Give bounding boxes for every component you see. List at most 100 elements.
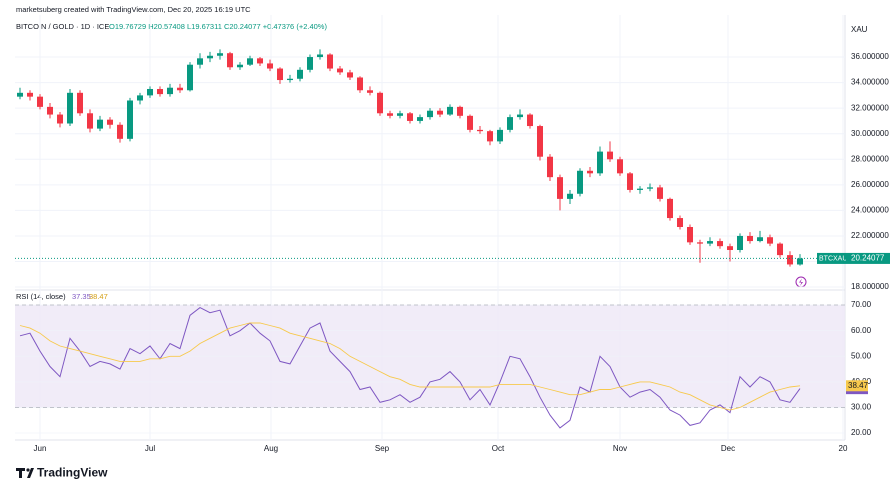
candle-body — [697, 242, 703, 244]
candle-body — [67, 92, 73, 124]
candle-body — [667, 198, 673, 219]
candle-body — [257, 58, 263, 64]
icon-bolt — [799, 278, 803, 286]
candle-body — [87, 113, 93, 129]
candles — [17, 49, 803, 267]
symbol-tag: BTCXAU — [819, 255, 847, 262]
brand-name: TradingView — [37, 466, 108, 480]
x-tick-label: Aug — [264, 444, 278, 453]
candle-body — [547, 156, 553, 178]
last-price-label: 20.24077 — [851, 254, 885, 263]
candle-body — [287, 78, 293, 81]
candle-body — [767, 237, 773, 244]
candle-body — [357, 77, 363, 91]
x-tick-label: Jul — [145, 444, 155, 453]
candle-body — [447, 106, 453, 115]
candle-body — [137, 95, 143, 101]
candle-body — [397, 113, 403, 116]
logo-mark — [16, 468, 34, 478]
candle-body — [77, 92, 83, 114]
candle-body — [637, 188, 643, 190]
candle-body — [457, 106, 463, 116]
candle-body — [787, 255, 793, 265]
candle-body — [657, 187, 663, 199]
rsi-title: RSI (14, close) — [16, 292, 66, 301]
candle-body — [747, 235, 753, 242]
candle-body — [297, 69, 303, 79]
ohlc-values: O19.76729 H20.57408 L19.67311 C20.24077 … — [109, 22, 327, 31]
y-tick-label: 18.000000 — [851, 282, 889, 291]
candle-body — [267, 63, 273, 69]
candle-body — [427, 110, 433, 118]
candle-body — [467, 115, 473, 130]
y-tick-label: 50.00 — [851, 351, 872, 360]
candle-body — [177, 87, 183, 91]
candle-body — [477, 129, 483, 132]
y-tick-label: 36.000000 — [851, 52, 889, 61]
y-tick-label: 28.000000 — [851, 154, 889, 163]
candle-body — [727, 246, 733, 251]
candle-body — [627, 173, 633, 190]
candle-body — [377, 92, 383, 114]
candle-body — [277, 68, 283, 81]
candle-body — [557, 177, 563, 199]
candle-body — [737, 235, 743, 251]
candle-body — [127, 100, 133, 139]
candle-body — [417, 117, 423, 121]
candle-body — [607, 151, 613, 160]
candle-body — [187, 64, 193, 91]
candle-body — [797, 258, 803, 265]
candle-body — [167, 87, 173, 95]
y-tick-label: 70.00 — [851, 300, 872, 309]
candle-body — [337, 68, 343, 73]
x-tick-label: Jun — [34, 444, 47, 453]
candle-body — [307, 57, 313, 70]
last-price-bg — [846, 252, 890, 264]
candle-body — [647, 187, 653, 189]
x-tick-label: Nov — [613, 444, 627, 453]
rsi-value: 37.35 — [72, 292, 91, 301]
candle-body — [147, 88, 153, 96]
candle-body — [587, 170, 593, 174]
candle-body — [157, 88, 163, 95]
rsi-ma-value: 38.47 — [89, 292, 108, 301]
symbol-title: BITCOIN / GOLD · 1D · ICE — [16, 22, 109, 31]
y-tick-label: 26.000000 — [851, 180, 889, 189]
candle-body — [437, 110, 443, 115]
rsi-line — [19, 307, 801, 429]
candle-body — [347, 72, 353, 78]
candle-body — [687, 227, 693, 243]
candle-body — [507, 117, 513, 130]
x-tick-label: Oct — [492, 444, 505, 453]
attribution: marketsuberg created with TradingView.co… — [16, 5, 251, 14]
y-tick-label: 20.00 — [851, 428, 872, 437]
candle-body — [97, 119, 103, 129]
y-tick-label: 22.000000 — [851, 231, 889, 240]
value-badge-bg — [846, 380, 868, 392]
candle-body — [237, 64, 243, 68]
candle-body — [517, 114, 523, 118]
candle-body — [247, 58, 253, 65]
candle-body — [207, 55, 213, 59]
candle-body — [567, 193, 573, 199]
candle-body — [527, 114, 533, 127]
candle-body — [407, 113, 413, 121]
candle-body — [227, 53, 233, 68]
y-tick-label: 32.000000 — [851, 103, 889, 112]
candle-body — [117, 124, 123, 139]
candle-body — [387, 113, 393, 116]
candle-body — [617, 159, 623, 174]
candle-body — [17, 92, 23, 97]
y-tick-label: 30.000000 — [851, 129, 889, 138]
candle-body — [27, 92, 33, 97]
candle-body — [107, 119, 113, 125]
y-tick-label: 34.000000 — [851, 78, 889, 87]
x-tick-label: 20 — [839, 444, 848, 453]
candle-body — [577, 170, 583, 194]
candle-body — [327, 54, 333, 69]
candle-body — [47, 106, 53, 115]
candle-body — [487, 131, 493, 142]
x-tick-label: Dec — [721, 444, 735, 453]
candle-body — [777, 243, 783, 256]
